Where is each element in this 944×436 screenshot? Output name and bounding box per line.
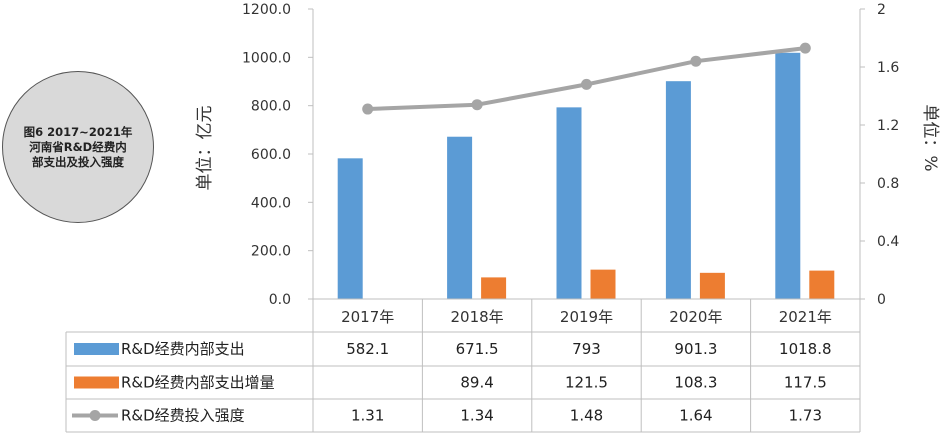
bar-rd-expenditure-increment: [590, 269, 616, 299]
y-axis-right-label: 单位：%: [920, 104, 940, 171]
line-point-rd-intensity: [581, 78, 592, 90]
table-cell-value: 582.1: [346, 340, 389, 358]
y-right-tick-label: 1.6: [877, 60, 899, 76]
table-cell-value: 1.34: [460, 407, 493, 425]
table-cell-value: 1.64: [679, 407, 712, 425]
y-right-tick-label: 0: [877, 292, 886, 308]
caption-line-1: 图6 2017~2021年: [23, 124, 133, 139]
table-cell-value: 1018.8: [779, 340, 832, 358]
y-right-tick-label: 0.8: [877, 176, 899, 192]
table-cell-value: 671.5: [456, 340, 499, 358]
x-category-label: 2021年: [779, 308, 832, 326]
table-cell-value: 121.5: [565, 374, 608, 392]
table-cell-value: 1.31: [351, 407, 384, 425]
caption-line-2: 河南省R&D经费内: [29, 139, 127, 154]
x-category-label: 2020年: [669, 308, 722, 326]
y-left-tick-label: 400.0: [251, 195, 291, 211]
table-cell-value: 89.4: [460, 374, 493, 392]
data-table: 2017年 2018年 2019年 2020年 2021年 R&D经费内部支出 582.1 6…: [65, 298, 861, 433]
table-cell-value: 108.3: [674, 374, 717, 392]
table-cell-value: 901.3: [674, 340, 717, 358]
line-point-rd-intensity: [799, 42, 811, 54]
x-category-label: 2018年: [451, 308, 504, 326]
bar-rd-expenditure-increment: [481, 277, 507, 299]
y-right-tick-label: 2: [877, 2, 886, 18]
legend-marker: [89, 410, 101, 421]
figure-caption-badge: 图6 2017~2021年 河南省R&D经费内 部支出及投入强度: [2, 71, 154, 223]
plot-area: 0.0 200.0 400.0 600.0 800.0 1000.0 1200.0 0 0.4 0…: [242, 2, 899, 308]
line-point-rd-intensity: [471, 99, 483, 111]
y-right-tick-label: 1.2: [877, 118, 899, 134]
line-rd-intensity: [367, 46, 806, 112]
x-category-label: 2019年: [560, 308, 613, 326]
bar-rd-internal-expenditure: [447, 136, 473, 299]
caption-line-3: 部支出及投入强度: [32, 154, 124, 169]
y-left-tick-label: 1000.0: [242, 50, 291, 66]
y-left-tick-label: 200.0: [251, 244, 291, 260]
x-category-label: 2017年: [341, 308, 394, 326]
legend-label: R&D经费投入强度: [121, 407, 245, 425]
y-left-tick-label: 1200.0: [242, 2, 291, 18]
legend-swatch: [74, 376, 119, 389]
y-left-tick-label: 0.0: [269, 292, 291, 308]
table-cell-value: 1.48: [570, 407, 603, 425]
y-right-tick-label: 0.4: [877, 234, 899, 250]
bar-rd-expenditure-increment: [809, 270, 835, 299]
bar-rd-internal-expenditure: [775, 52, 801, 299]
legend-swatch: [74, 343, 119, 355]
bar-rd-internal-expenditure: [337, 158, 363, 299]
bar-rd-internal-expenditure: [556, 107, 582, 299]
y-left-tick-label: 600.0: [251, 147, 291, 163]
y-left-tick-label: 800.0: [251, 99, 291, 115]
table-cell-value: 793: [572, 340, 601, 358]
line-point-rd-intensity: [690, 55, 702, 67]
legend-label: R&D经费内部支出增量: [121, 374, 275, 392]
table-cell-value: 117.5: [784, 374, 827, 392]
legend-label: R&D经费内部支出: [121, 340, 245, 358]
bar-rd-expenditure-increment: [699, 272, 725, 299]
table-cell-value: 1.73: [789, 407, 822, 425]
line-point-rd-intensity: [362, 103, 374, 115]
y-axis-left-label: 单位：亿元: [195, 106, 215, 191]
bar-rd-internal-expenditure: [665, 81, 691, 299]
